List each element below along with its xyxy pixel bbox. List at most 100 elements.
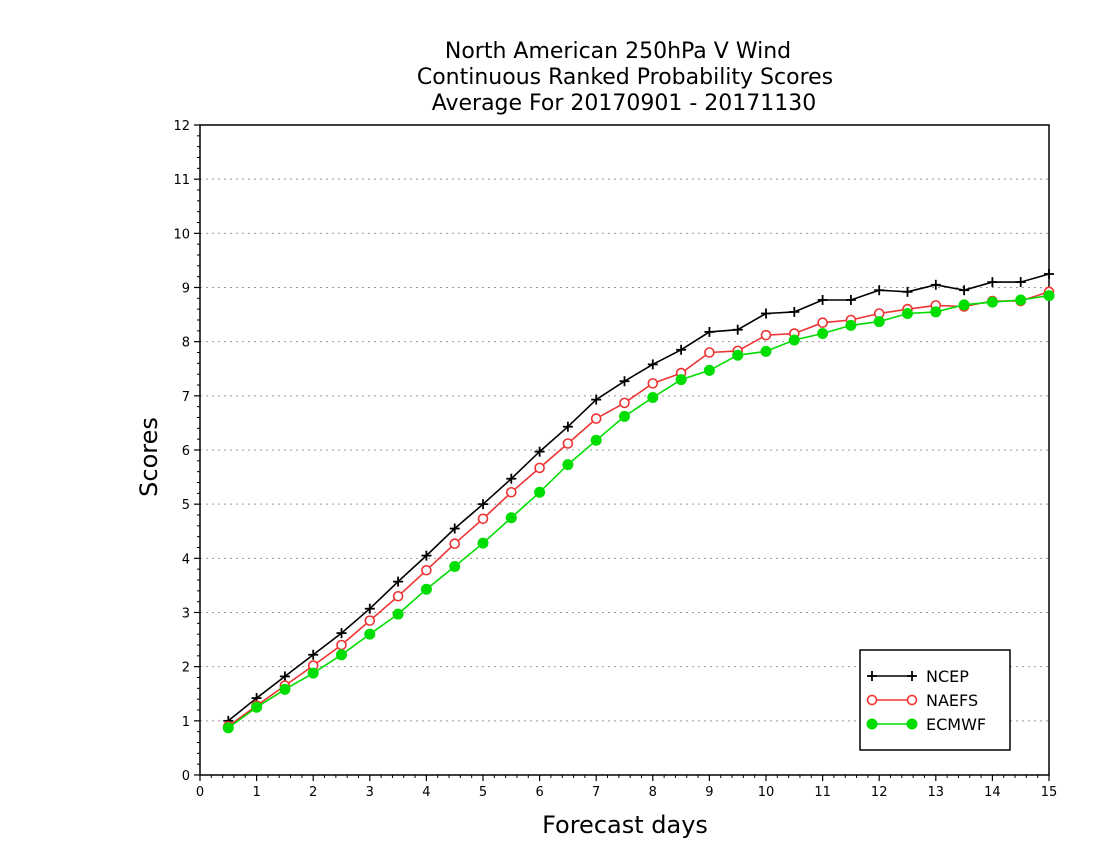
legend-item-ncep: NCEP xyxy=(867,667,969,686)
data-point-ecmwf xyxy=(364,628,376,640)
data-point-ecmwf xyxy=(958,299,970,311)
data-point-ncep xyxy=(562,421,573,432)
data-point-ecmwf xyxy=(845,319,857,331)
legend-marker-end xyxy=(907,671,917,681)
data-point-ncep xyxy=(506,473,517,484)
data-point-ecmwf xyxy=(675,374,687,386)
data-point-ecmwf xyxy=(392,608,404,620)
data-point-ecmwf xyxy=(505,512,517,524)
legend-label: NCEP xyxy=(926,667,969,686)
data-point-ecmwf xyxy=(986,296,998,308)
data-point-naefs xyxy=(421,564,432,576)
data-point-naefs xyxy=(647,378,659,389)
x-tick-label: 14 xyxy=(984,785,1001,800)
data-point-ncep xyxy=(308,649,319,660)
data-point-ncep xyxy=(874,285,885,296)
data-point-ecmwf xyxy=(534,486,546,498)
y-tick-label: 6 xyxy=(182,444,190,459)
data-point-ncep xyxy=(676,344,687,355)
data-point-ncep xyxy=(959,285,970,296)
data-point-ncep xyxy=(534,446,545,457)
x-tick-label: 5 xyxy=(479,785,487,800)
data-point-ncep xyxy=(393,576,404,587)
data-point-naefs xyxy=(392,590,404,602)
data-point-naefs xyxy=(364,615,376,626)
data-point-naefs xyxy=(449,538,461,550)
y-tick-label: 11 xyxy=(173,173,190,188)
y-tick-label: 3 xyxy=(182,607,190,622)
x-tick-label: 13 xyxy=(928,785,945,800)
data-point-ncep xyxy=(449,523,460,534)
data-point-ncep xyxy=(421,550,432,561)
y-tick-label: 9 xyxy=(182,282,190,297)
data-point-ecmwf xyxy=(703,364,715,376)
data-point-ecmwf xyxy=(251,701,263,713)
legend-marker-start xyxy=(867,671,877,681)
data-point-naefs xyxy=(817,317,828,329)
data-point-ncep xyxy=(591,394,602,405)
data-point-ncep xyxy=(845,294,856,305)
data-point-ncep xyxy=(987,277,998,288)
data-point-ecmwf xyxy=(902,308,913,319)
y-tick-label: 0 xyxy=(182,769,190,784)
y-tick-label: 5 xyxy=(182,498,190,513)
x-tick-label: 3 xyxy=(366,785,374,800)
y-tick-label: 2 xyxy=(182,661,190,676)
y-tick-label: 12 xyxy=(173,119,190,134)
data-point-ncep xyxy=(1015,277,1026,288)
gridlines xyxy=(200,178,1049,722)
data-point-ncep xyxy=(817,294,828,305)
data-point-ncep xyxy=(704,326,715,337)
data-point-naefs xyxy=(590,413,602,424)
x-axis-label: Forecast days xyxy=(542,811,708,839)
legend-label: ECMWF xyxy=(926,715,986,734)
x-tick-label: 15 xyxy=(1041,785,1058,800)
series-line-ncep xyxy=(227,273,1050,722)
y-tick-label: 7 xyxy=(182,390,190,405)
chart-title-line-1: North American 250hPa V Wind xyxy=(445,39,791,64)
data-point-naefs xyxy=(505,486,517,498)
data-point-ecmwf xyxy=(930,306,942,318)
legend: NCEP NAEFS ECMWF xyxy=(859,649,1011,751)
series-ecmwf xyxy=(222,290,1055,734)
data-point-ecmwf xyxy=(420,583,432,595)
data-point-ncep xyxy=(930,279,941,290)
data-point-ecmwf xyxy=(732,349,744,361)
series-layer xyxy=(222,268,1055,734)
data-point-ecmwf xyxy=(449,560,461,572)
data-point-ecmwf xyxy=(873,316,885,328)
data-point-ecmwf xyxy=(1015,294,1027,306)
legend-item-naefs: NAEFS xyxy=(866,691,978,710)
x-tick-label: 11 xyxy=(814,785,831,800)
x-tick-label: 6 xyxy=(535,785,543,800)
data-point-ncep xyxy=(761,308,771,319)
data-point-ecmwf xyxy=(760,345,772,357)
y-tick-label: 1 xyxy=(182,715,190,730)
x-tick-label: 9 xyxy=(705,785,713,800)
data-point-ncep xyxy=(902,286,913,297)
data-point-ecmwf xyxy=(336,649,347,661)
y-tick-label: 8 xyxy=(182,336,190,351)
data-point-ecmwf xyxy=(647,391,659,403)
x-tick-label: 1 xyxy=(252,785,260,800)
data-point-naefs xyxy=(534,462,545,474)
legend-marker-end xyxy=(906,694,918,706)
data-point-ncep xyxy=(336,628,347,639)
x-tick-label: 12 xyxy=(871,785,888,800)
legend-marker-start xyxy=(866,694,878,706)
x-tick-label: 10 xyxy=(758,785,775,800)
data-point-ecmwf xyxy=(788,334,800,346)
data-point-naefs xyxy=(760,329,772,341)
data-point-naefs xyxy=(704,347,715,358)
legend-item-ecmwf: ECMWF xyxy=(866,715,986,734)
data-point-ecmwf xyxy=(222,722,234,734)
data-point-ecmwf xyxy=(477,537,489,549)
data-point-ncep xyxy=(478,499,488,510)
data-point-ecmwf xyxy=(279,683,291,695)
data-point-ecmwf xyxy=(619,410,630,422)
chart-title-line-2: Continuous Ranked Probability Scores xyxy=(417,65,833,90)
x-tick-label: 2 xyxy=(309,785,317,800)
y-axis-label: Scores xyxy=(135,417,163,497)
